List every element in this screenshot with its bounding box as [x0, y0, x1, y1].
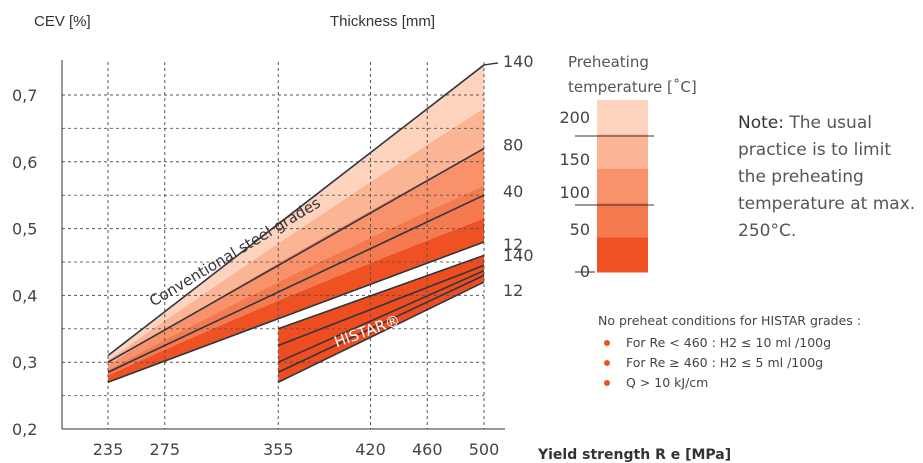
preheat-band — [108, 64, 484, 361]
legend-swatch — [597, 237, 648, 273]
y-tick-label: 0,4 — [12, 286, 37, 305]
thickness-lines — [107, 64, 485, 383]
histar-line — [277, 269, 485, 363]
x-tick-label: 355 — [263, 440, 294, 459]
tick-labels: 0,2 0,3 0,4 0,5 0,6 0,7 235 275 355 420 460 500 — [12, 86, 499, 459]
label-leader — [483, 62, 499, 66]
histar-line — [277, 274, 485, 373]
x-tick-label: 460 — [412, 440, 443, 459]
thickness-title: Thickness [mm] — [330, 13, 435, 30]
legend-label: 50 — [570, 220, 590, 239]
condition-item: For Re < 460 : H2 ≤ 10 ml /100g — [598, 333, 918, 353]
thickness-label: 80 — [503, 135, 523, 154]
conditions-list: For Re < 460 : H2 ≤ 10 ml /100g For Re ≥… — [598, 333, 918, 393]
x-tick-label: 500 — [469, 440, 500, 459]
legend-swatch — [597, 203, 648, 239]
legend-label: 100 — [559, 183, 590, 202]
axes — [61, 60, 505, 430]
histar-band — [278, 255, 484, 383]
legend-label: 200 — [559, 108, 590, 127]
histar-conditions: No preheat conditions for HISTAR grades … — [598, 313, 918, 393]
thickness-label: 140 — [503, 246, 534, 265]
note: Note: The usual practice is to limit the… — [738, 110, 918, 245]
conventional-line — [107, 147, 485, 363]
y-tick-label: 0,6 — [12, 153, 37, 172]
preheat-band — [108, 148, 484, 370]
note-text: The usual practice is to limit the prehe… — [738, 113, 916, 241]
x-tick-label: 235 — [93, 440, 124, 459]
histar-line — [277, 264, 485, 347]
y-tick-label: 0,3 — [12, 353, 37, 372]
y-tick-label: 0,5 — [12, 220, 37, 239]
bullet-icon — [604, 340, 610, 346]
y-axis-title: CEV [%] — [34, 13, 91, 30]
conditions-title: No preheat conditions for HISTAR grades … — [598, 313, 862, 328]
preheat-band — [108, 218, 484, 383]
legend-swatch — [597, 168, 648, 204]
legend-swatch — [597, 134, 648, 170]
thickness-label: 12 — [503, 235, 523, 254]
legend-label: 150 — [559, 150, 590, 169]
histar-region — [278, 255, 484, 383]
histar-line — [277, 254, 485, 330]
preheat-bands — [108, 64, 484, 383]
legend-title-line1: Preheating — [568, 53, 649, 71]
condition-item: For Re ≥ 460 : H2 ≤ 5 ml /100g — [598, 353, 918, 373]
condition-item: Q > 10 kJ/cm — [598, 373, 918, 393]
thickness-label: 12 — [503, 281, 523, 300]
y-tick-label: 0,2 — [12, 420, 37, 439]
y-tick-label: 0,7 — [12, 86, 37, 105]
note-label: Note: — [738, 113, 784, 133]
legend-title-line2: temperature [˚C] — [568, 78, 697, 96]
legend-swatch — [597, 100, 648, 135]
x-axis-title: Yield strength R e [MPa] — [537, 447, 731, 463]
x-tick-label: 420 — [355, 440, 386, 459]
thickness-label: 40 — [503, 182, 523, 201]
thickness-label: 140 — [503, 52, 534, 71]
conventional-line — [107, 194, 485, 373]
bullet-icon — [604, 380, 610, 386]
x-tick-label: 275 — [149, 440, 180, 459]
preheat-band — [108, 108, 484, 365]
bullet-icon — [604, 360, 610, 366]
conventional-line — [107, 64, 485, 357]
conventional-line — [107, 241, 485, 383]
histar-line — [277, 281, 485, 383]
